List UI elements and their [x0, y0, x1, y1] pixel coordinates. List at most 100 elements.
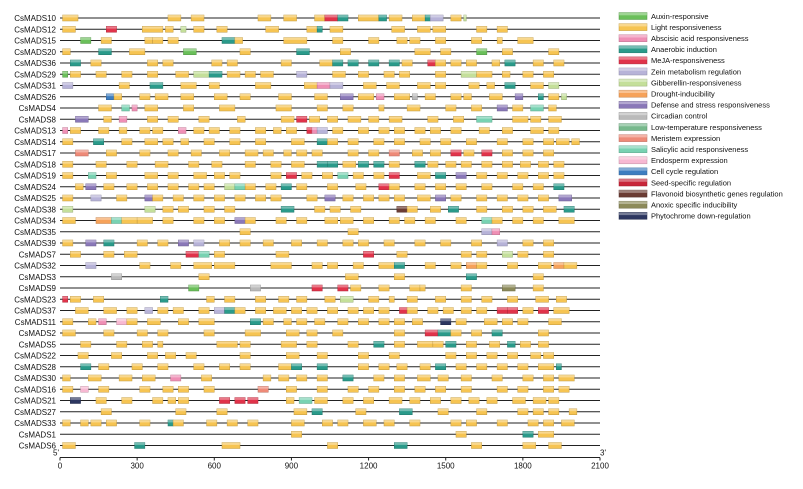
element-box-highlight [263, 240, 274, 243]
element-box-highlight [543, 386, 554, 389]
element-box-highlight [538, 262, 552, 265]
element-box-highlight [204, 330, 215, 333]
element-box-highlight [327, 262, 338, 265]
element-box-highlight [168, 116, 179, 119]
element-box-highlight [62, 82, 73, 85]
element-box-fill [244, 329, 261, 337]
element-box-fill [468, 82, 480, 89]
element-box-highlight [180, 26, 186, 29]
element-box [75, 116, 89, 123]
element-box [507, 296, 518, 303]
gene-label: CsMADS15 [14, 37, 56, 46]
gene-row: CsMADS33 [14, 419, 600, 428]
element-box [257, 14, 272, 22]
element-box [80, 419, 89, 427]
element-box-fill [314, 206, 326, 213]
element-box [347, 341, 359, 348]
element-box-highlight [553, 172, 564, 175]
element-box [496, 419, 508, 427]
element-box [532, 183, 544, 190]
element-box-highlight [378, 318, 390, 322]
element-box [152, 127, 164, 134]
element-box-highlight [198, 318, 215, 322]
element-box-fill [561, 419, 575, 427]
element-box [538, 307, 549, 314]
element-box [368, 37, 380, 44]
element-box [70, 296, 81, 303]
element-box-fill [296, 296, 308, 303]
element-box-highlight [345, 273, 359, 277]
element-box-fill [229, 138, 241, 145]
element-box-highlight [278, 296, 289, 299]
gene-label: CsMADS25 [14, 194, 56, 203]
element-box-fill [273, 307, 287, 314]
legend-swatch-highlight [619, 12, 647, 16]
element-box [378, 183, 390, 190]
element-box [481, 296, 493, 303]
element-box-highlight [286, 386, 297, 389]
element-box [329, 82, 344, 89]
element-box-fill [496, 104, 508, 112]
element-box-highlight [317, 363, 328, 367]
element-box-highlight [466, 352, 477, 355]
element-box [103, 183, 115, 190]
element-box-highlight [389, 161, 400, 164]
element-box-fill [517, 37, 534, 44]
element-box-fill [219, 239, 230, 247]
element-box [522, 206, 534, 213]
element-box-fill [152, 37, 164, 44]
element-box-fill [255, 307, 266, 314]
element-box-fill [558, 194, 572, 202]
element-box-highlight [227, 60, 238, 63]
element-box [548, 82, 560, 89]
element-box-highlight [399, 71, 410, 74]
element-box [167, 116, 179, 123]
element-box-highlight [543, 251, 554, 254]
element-box-highlight [178, 386, 189, 389]
element-box-highlight [435, 183, 446, 187]
element-box-highlight [435, 296, 446, 299]
element-box-fill [471, 239, 482, 247]
element-box [75, 183, 84, 190]
element-box-highlight [497, 363, 508, 367]
element-box-fill [394, 329, 405, 337]
element-box-highlight [301, 172, 312, 175]
element-box-highlight [312, 285, 323, 288]
element-box-fill [111, 352, 122, 359]
element-box-fill [188, 183, 200, 190]
element-box-highlight [312, 408, 323, 412]
element-box-highlight [101, 408, 112, 412]
element-box [283, 37, 308, 44]
element-box-highlight [234, 183, 246, 187]
element-box-highlight [466, 262, 477, 265]
element-box [116, 341, 128, 348]
element-box-fill [450, 419, 462, 427]
element-box [280, 116, 295, 123]
element-box [481, 228, 493, 235]
element-box-fill [193, 363, 205, 370]
element-box [262, 318, 274, 325]
element-box [417, 26, 431, 33]
element-box [432, 341, 444, 348]
element-box [103, 251, 115, 258]
element-box [111, 352, 122, 359]
element-box-fill [88, 318, 97, 325]
element-box-highlight [162, 217, 174, 220]
element-box [394, 341, 405, 348]
element-box-fill [193, 262, 212, 269]
element-box-highlight [412, 150, 423, 153]
element-box [131, 363, 143, 370]
element-box-fill [291, 307, 302, 314]
element-box-fill [147, 352, 158, 359]
element-box-highlight [368, 386, 379, 389]
element-box-fill [283, 14, 297, 22]
element-box-highlight [209, 71, 222, 74]
element-box [291, 431, 302, 438]
element-box-fill [517, 318, 529, 325]
element-box [275, 217, 287, 224]
element-box [178, 127, 187, 134]
element-box-fill [198, 116, 210, 123]
gene-label: CsMADS3 [19, 273, 57, 282]
element-box-highlight [350, 285, 361, 288]
element-box-highlight [440, 48, 451, 52]
